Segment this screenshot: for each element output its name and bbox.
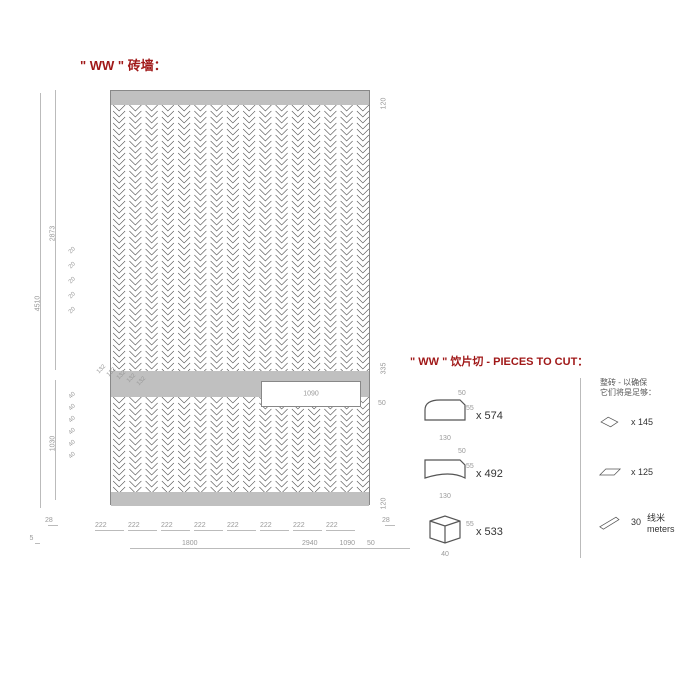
dim-label: 120 (380, 98, 387, 110)
dim-tick (95, 530, 124, 531)
legend-note: 整砖 - 以确保它们将是足够： (600, 378, 656, 399)
dim-line-h (48, 525, 58, 526)
dim-angled: 40 (68, 391, 77, 400)
dim-tick (260, 530, 289, 531)
main-title: " WW " 砖墙： (80, 55, 167, 74)
dim-label-222: 222 (326, 522, 338, 529)
brick-wall: 1090 (110, 90, 370, 505)
dim-label: 2873 (49, 226, 56, 242)
zigzag-pattern (111, 105, 371, 371)
legend-item-brick-concave: 130x 492 (420, 448, 503, 500)
zigzag-pattern (111, 397, 371, 492)
cut-title: " WW " 饮片切 - PIECES TO CUT： (410, 353, 588, 369)
dim-angled: 20 (68, 261, 77, 270)
dim-label-222: 222 (194, 522, 206, 529)
dim-angled: 20 (68, 276, 77, 285)
dim-label-222: 222 (227, 522, 239, 529)
legend-separator (580, 378, 581, 558)
dim-label: 2940 (302, 540, 318, 547)
dim-label: 1800 (182, 540, 198, 547)
dim-label: 120 (380, 498, 387, 510)
piece-dim: 50 (458, 390, 466, 397)
dim-angled: 40 (68, 451, 77, 460)
piece-dim: 55 (466, 463, 474, 470)
legend-item-brick-round: 130x 574 (420, 390, 503, 442)
dim-line-h (385, 525, 395, 526)
dim-tick (227, 530, 256, 531)
dim-angled: 20 (68, 246, 77, 255)
dim-tick (194, 530, 223, 531)
dim-label-222: 222 (95, 522, 107, 529)
dim-tick (128, 530, 157, 531)
dim-tick (326, 530, 355, 531)
dim-label: 335 (380, 363, 387, 375)
dim-line-h (370, 548, 380, 549)
dim-line-h (35, 543, 40, 544)
dim-label-222: 222 (128, 522, 140, 529)
dim-label: 5 (30, 535, 34, 542)
dim-label: 50 (378, 400, 386, 407)
dim-tick (161, 530, 190, 531)
dim-angled: 20 (68, 306, 77, 315)
legend-item-trowel: 30线米 meters (595, 510, 675, 534)
mortar-band (111, 91, 369, 105)
legend-item-brick-cube: 40x 533 (420, 506, 503, 558)
dim-tick (293, 530, 322, 531)
dim-angled: 40 (68, 403, 77, 412)
dim-angled: 40 (68, 427, 77, 436)
legend-item-parallelogram: x 125 (595, 460, 653, 484)
piece-dim: 55 (466, 521, 474, 528)
legend-item-rhombus: x 145 (595, 410, 653, 434)
piece-dim: 50 (458, 448, 466, 455)
wall-inset: 1090 (261, 381, 361, 407)
mortar-band (111, 492, 369, 506)
dim-angled: 40 (68, 415, 77, 424)
dim-label: 50 (367, 540, 375, 547)
dim-label-222: 222 (161, 522, 173, 529)
dim-label: 28 (45, 517, 53, 524)
dim-label: 4510 (34, 296, 41, 312)
dim-angled: 40 (68, 439, 77, 448)
piece-dim: 55 (466, 405, 474, 412)
dim-label: 1030 (49, 436, 56, 452)
dim-label-222: 222 (260, 522, 272, 529)
dim-label: 28 (382, 517, 390, 524)
dim-label: 1090 (340, 540, 356, 547)
dim-label-222: 222 (293, 522, 305, 529)
dim-angled: 20 (68, 291, 77, 300)
